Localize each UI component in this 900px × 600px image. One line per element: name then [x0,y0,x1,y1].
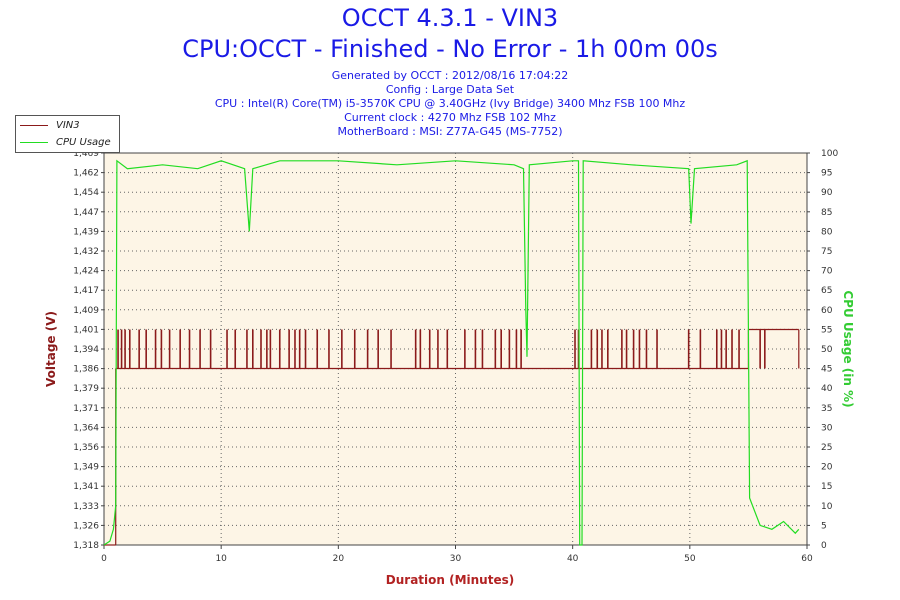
chart-subtitle: CPU:OCCT - Finished - No Error - 1h 00m … [182,35,718,63]
y-left-tick-label: 1,432 [73,247,99,257]
y-right-tick-label: 55 [821,325,832,335]
y-left-tick-label: 1,417 [73,286,99,296]
y-axis-left-label: Voltage (V) [44,311,58,387]
y-left-tick-label: 1,386 [73,365,99,375]
legend-item-vin3: VIN3 [20,118,80,132]
legend-item-cpu: CPU Usage [20,135,111,149]
grid [104,153,807,545]
clock-info: Current clock : 4270 Mhz FSB 102 Mhz [344,111,556,124]
y-left-tick-label: 1,439 [73,227,99,237]
y-left-tick-label: 1,371 [73,404,99,414]
x-tick-label: 60 [801,554,813,564]
y-right-tick-label: 90 [821,188,833,198]
y-left-tick-label: 1,318 [73,541,99,551]
y-right-tick-label: 60 [821,306,833,316]
x-tick-label: 10 [215,554,227,564]
config-info: Config : Large Data Set [385,83,515,96]
y-left-tick-label: 1,462 [73,169,99,179]
y-left-tick-label: 1,356 [73,443,99,453]
y-right-tick-label: 70 [821,267,833,277]
legend: VIN3 CPU Usage [15,115,120,153]
y-right-tick-label: 75 [821,247,832,257]
y-right-tick-label: 15 [821,482,832,492]
y-right-tick-label: 10 [821,502,833,512]
y-right-tick-label: 50 [821,345,833,355]
y-left-tick-label: 1,333 [73,502,99,512]
series-cpu-usage [103,159,800,546]
legend-swatch-vin3 [20,124,48,126]
y-right-tick-label: 20 [821,463,833,473]
y-left-tick-label: 1,341 [73,482,99,492]
x-tick-label: 30 [450,554,462,564]
y-left-tick-label: 1,364 [73,423,99,433]
y-left-tick-label: 1,454 [73,188,99,198]
y-right-tick-label: 65 [821,286,832,296]
ticks: 1,318 01,326 51,333 101,341 151,349 201,356 25… [73,149,838,564]
y-right-tick-label: 35 [821,404,832,414]
y-left-tick-label: 1,394 [73,345,99,355]
x-tick-label: 50 [684,554,696,564]
motherboard-info: MotherBoard : MSI: Z77A-G45 (MS-7752) [337,125,563,138]
legend-swatch-cpu [20,141,48,143]
generated-info: Generated by OCCT : 2012/08/16 17:04:22 [331,69,569,82]
legend-label-vin3: VIN3 [56,119,80,131]
y-left-tick-label: 1,447 [73,208,99,218]
cpu-info: CPU : Intel(R) Core(TM) i5-3570K CPU @ 3… [214,97,686,110]
y-right-tick-label: 45 [821,365,832,375]
y-right-tick-label: 25 [821,443,832,453]
y-left-tick-label: 1,424 [73,267,99,277]
legend-label-cpu: CPU Usage [56,136,111,148]
y-right-tick-label: 5 [821,521,827,531]
y-left-tick-label: 1,326 [73,521,99,531]
x-tick-label: 40 [567,554,579,564]
chart-title: OCCT 4.3.1 - VIN3 [341,4,559,32]
y-right-tick-label: 85 [821,208,832,218]
y-right-tick-label: 80 [821,227,833,237]
y-right-tick-label: 0 [821,541,827,551]
x-axis-label: Duration (Minutes) [385,573,515,587]
series-vin3 [104,328,800,546]
y-right-tick-label: 95 [821,169,832,179]
y-left-tick-label: 1,401 [73,325,99,335]
y-left-tick-label: 1,379 [73,384,99,394]
y-right-tick-label: 40 [821,384,833,394]
x-tick-label: 0 [101,554,107,564]
y-left-tick-label: 1,409 [73,306,99,316]
x-tick-label: 20 [333,554,345,564]
y-right-tick-label: 30 [821,423,833,433]
y-left-tick-label: 1,349 [73,463,99,473]
y-left-tick-label: 1,469 [73,149,99,159]
y-axis-right-label: CPU Usage (in %) [841,290,855,408]
y-right-tick-label: 100 [821,149,838,159]
cpu-usage-line [103,159,800,546]
